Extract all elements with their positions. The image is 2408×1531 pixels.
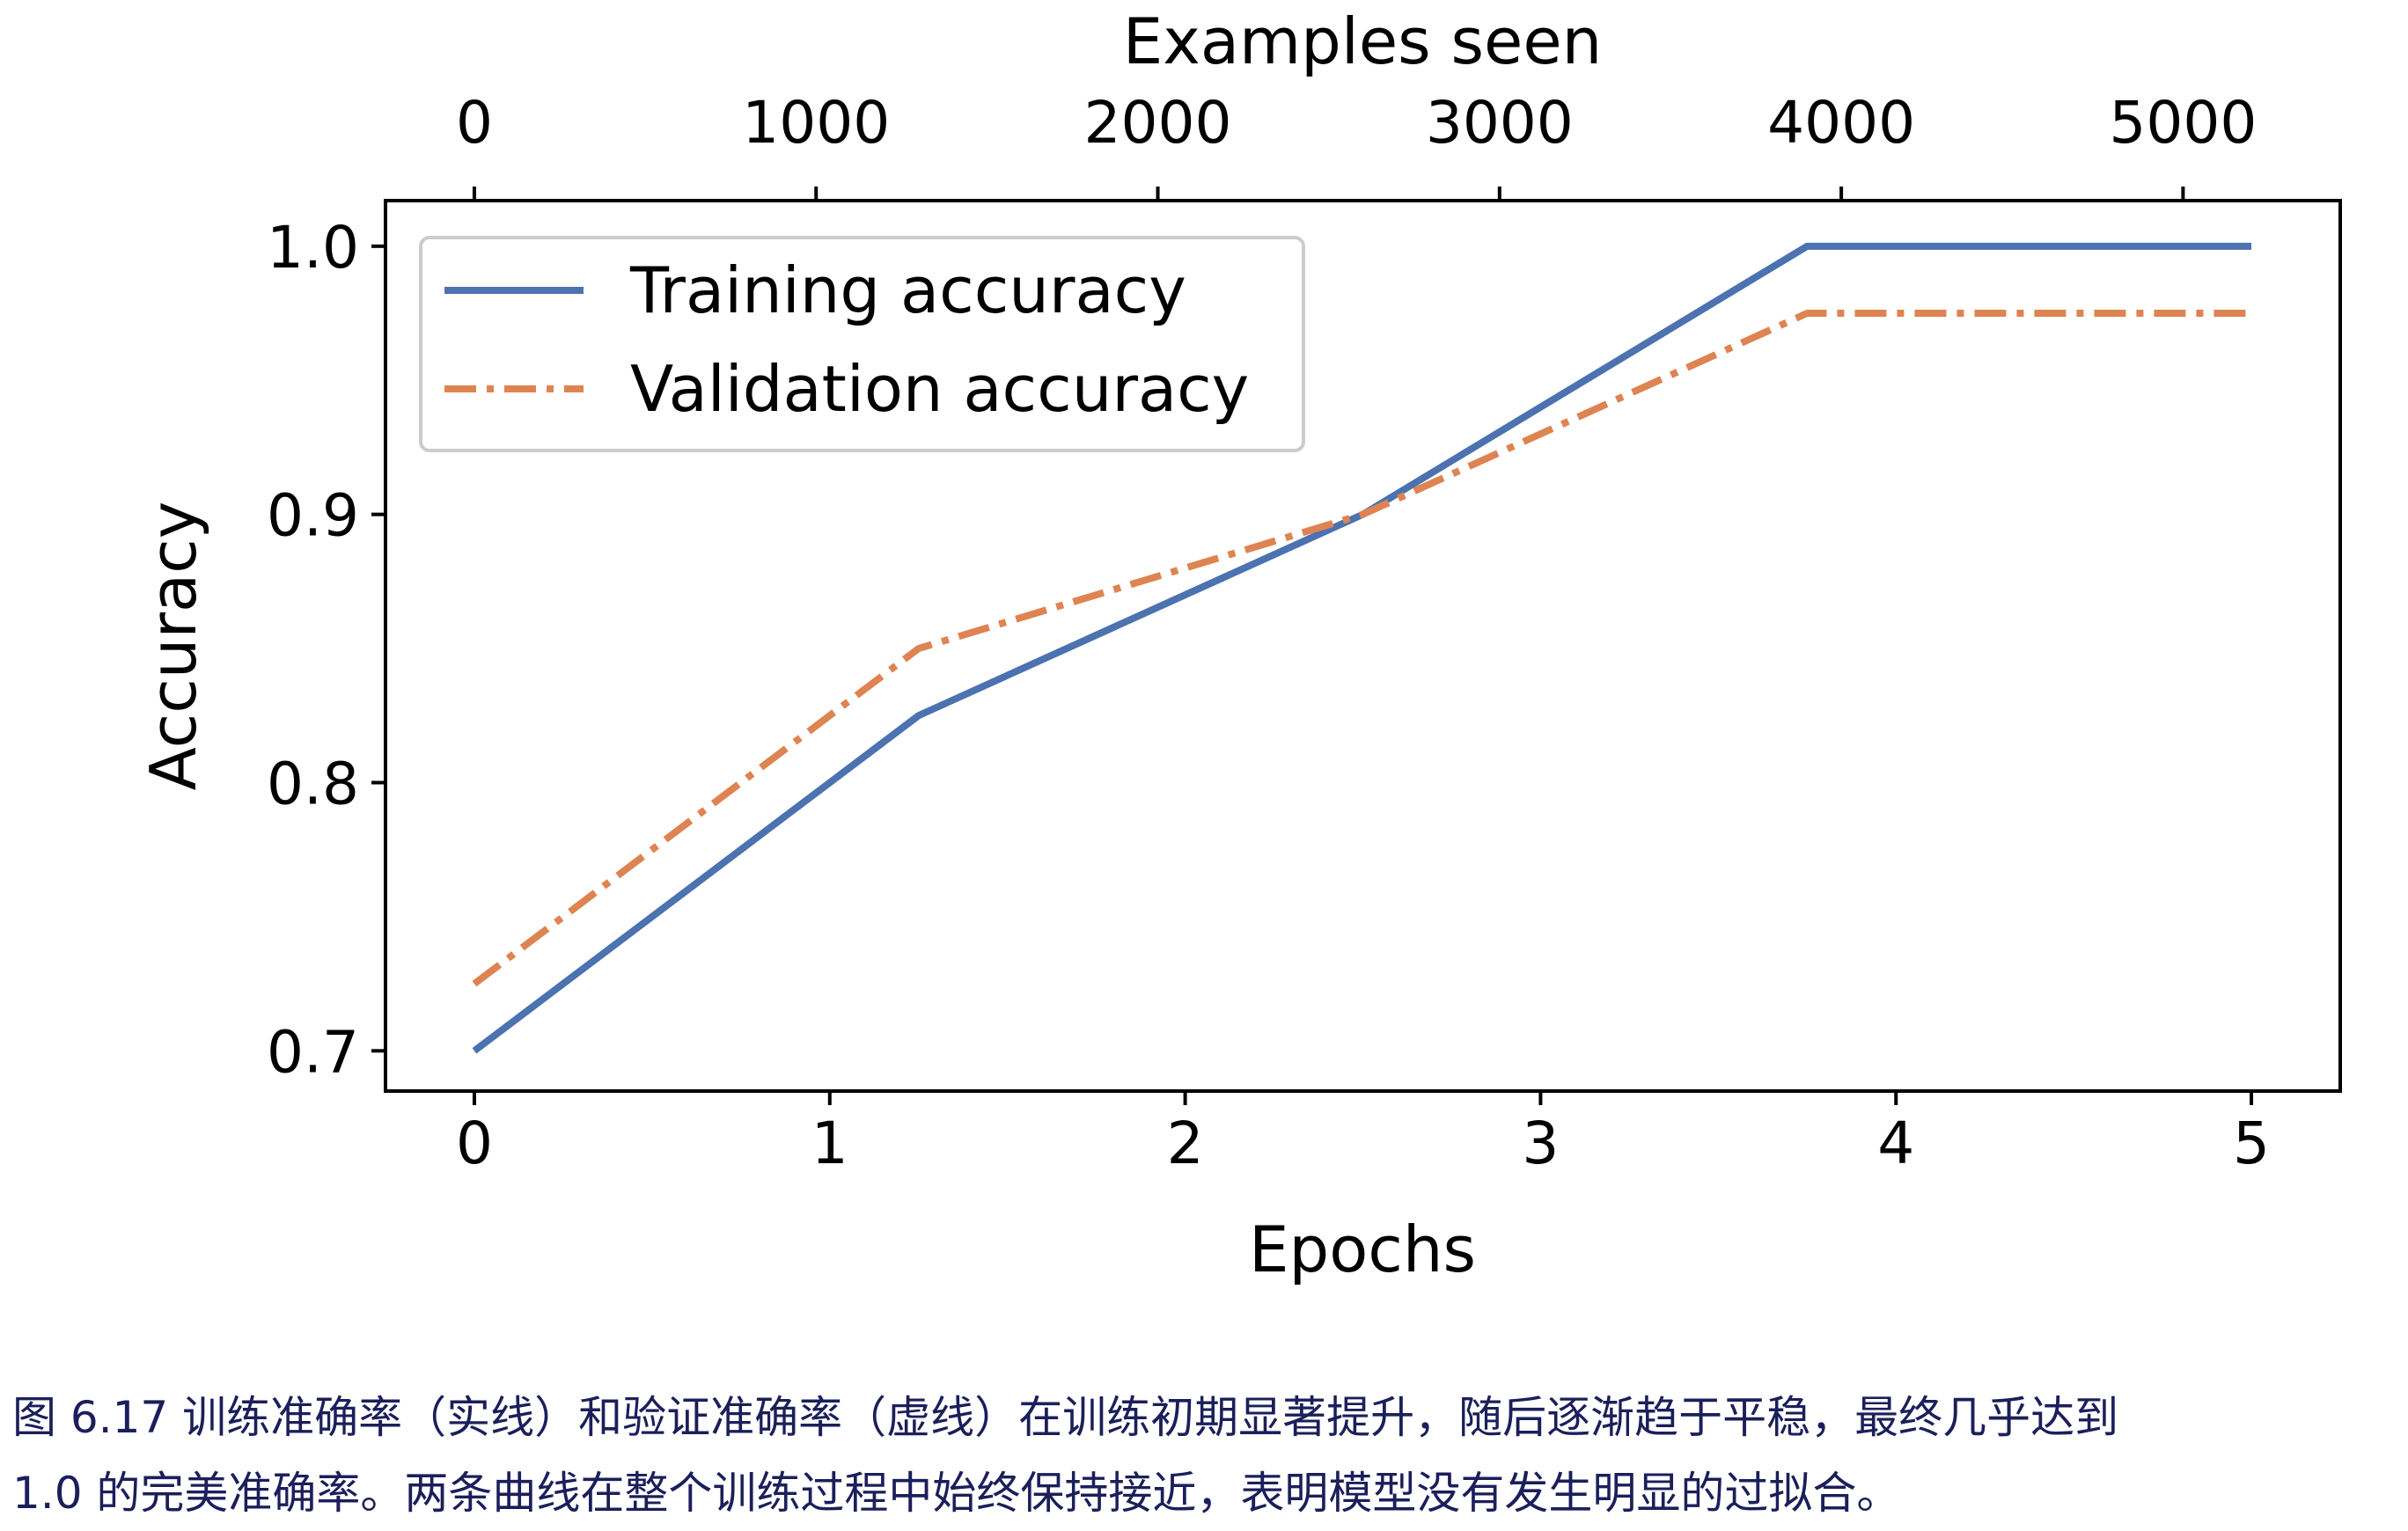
top-x-tick-label: 3000: [1426, 89, 1574, 157]
legend: Training accuracy Validation accuracy: [419, 236, 1305, 452]
legend-label-training: Training accuracy: [629, 253, 1186, 327]
top-x-tick-label: 5000: [2109, 89, 2257, 157]
top-x-tick-label: 1000: [742, 89, 890, 157]
x-tick-label: 5: [2233, 1110, 2270, 1177]
x-tick-label: 3: [1522, 1110, 1559, 1177]
x-tick-label: 4: [1877, 1110, 1914, 1177]
accuracy-chart: 0 1 2 3 4 50.70.80.91.00 1000 2000 3000 4000 5000 …: [136, 4, 2342, 1286]
x-axis-label: Epochs: [1249, 1212, 1476, 1286]
top-x-axis-label: Examples seen: [1123, 4, 1603, 78]
legend-label-validation: Validation accuracy: [630, 352, 1249, 426]
y-tick-label: 0.9: [267, 482, 359, 550]
caption-line-1: 图 6.17 训练准确率（实线）和验证准确率（虚线）在训练初期显著提升，随后逐渐…: [12, 1392, 2119, 1443]
legend-box: [419, 236, 1305, 452]
figure-caption: 图 6.17 训练准确率（实线）和验证准确率（虚线）在训练初期显著提升，随后逐渐…: [12, 1380, 2406, 1531]
y-tick-label: 1.0: [267, 214, 359, 282]
top-x-tick-label: 4000: [1767, 89, 1915, 157]
top-x-tick-label: 0: [456, 89, 493, 157]
x-tick-label: 0: [456, 1110, 493, 1177]
y-tick-label: 0.7: [267, 1018, 359, 1086]
caption-line-2: 1.0 的完美准确率。两条曲线在整个训练过程中始终保持接近，表明模型没有发生明显…: [12, 1468, 1901, 1519]
top-x-tick-label: 2000: [1084, 89, 1232, 157]
y-tick-label: 0.8: [267, 750, 359, 817]
x-tick-label: 1: [811, 1110, 848, 1177]
x-tick-label: 2: [1167, 1110, 1204, 1177]
y-axis-label: Accuracy: [136, 502, 210, 791]
series-line-validation: [472, 310, 2252, 987]
